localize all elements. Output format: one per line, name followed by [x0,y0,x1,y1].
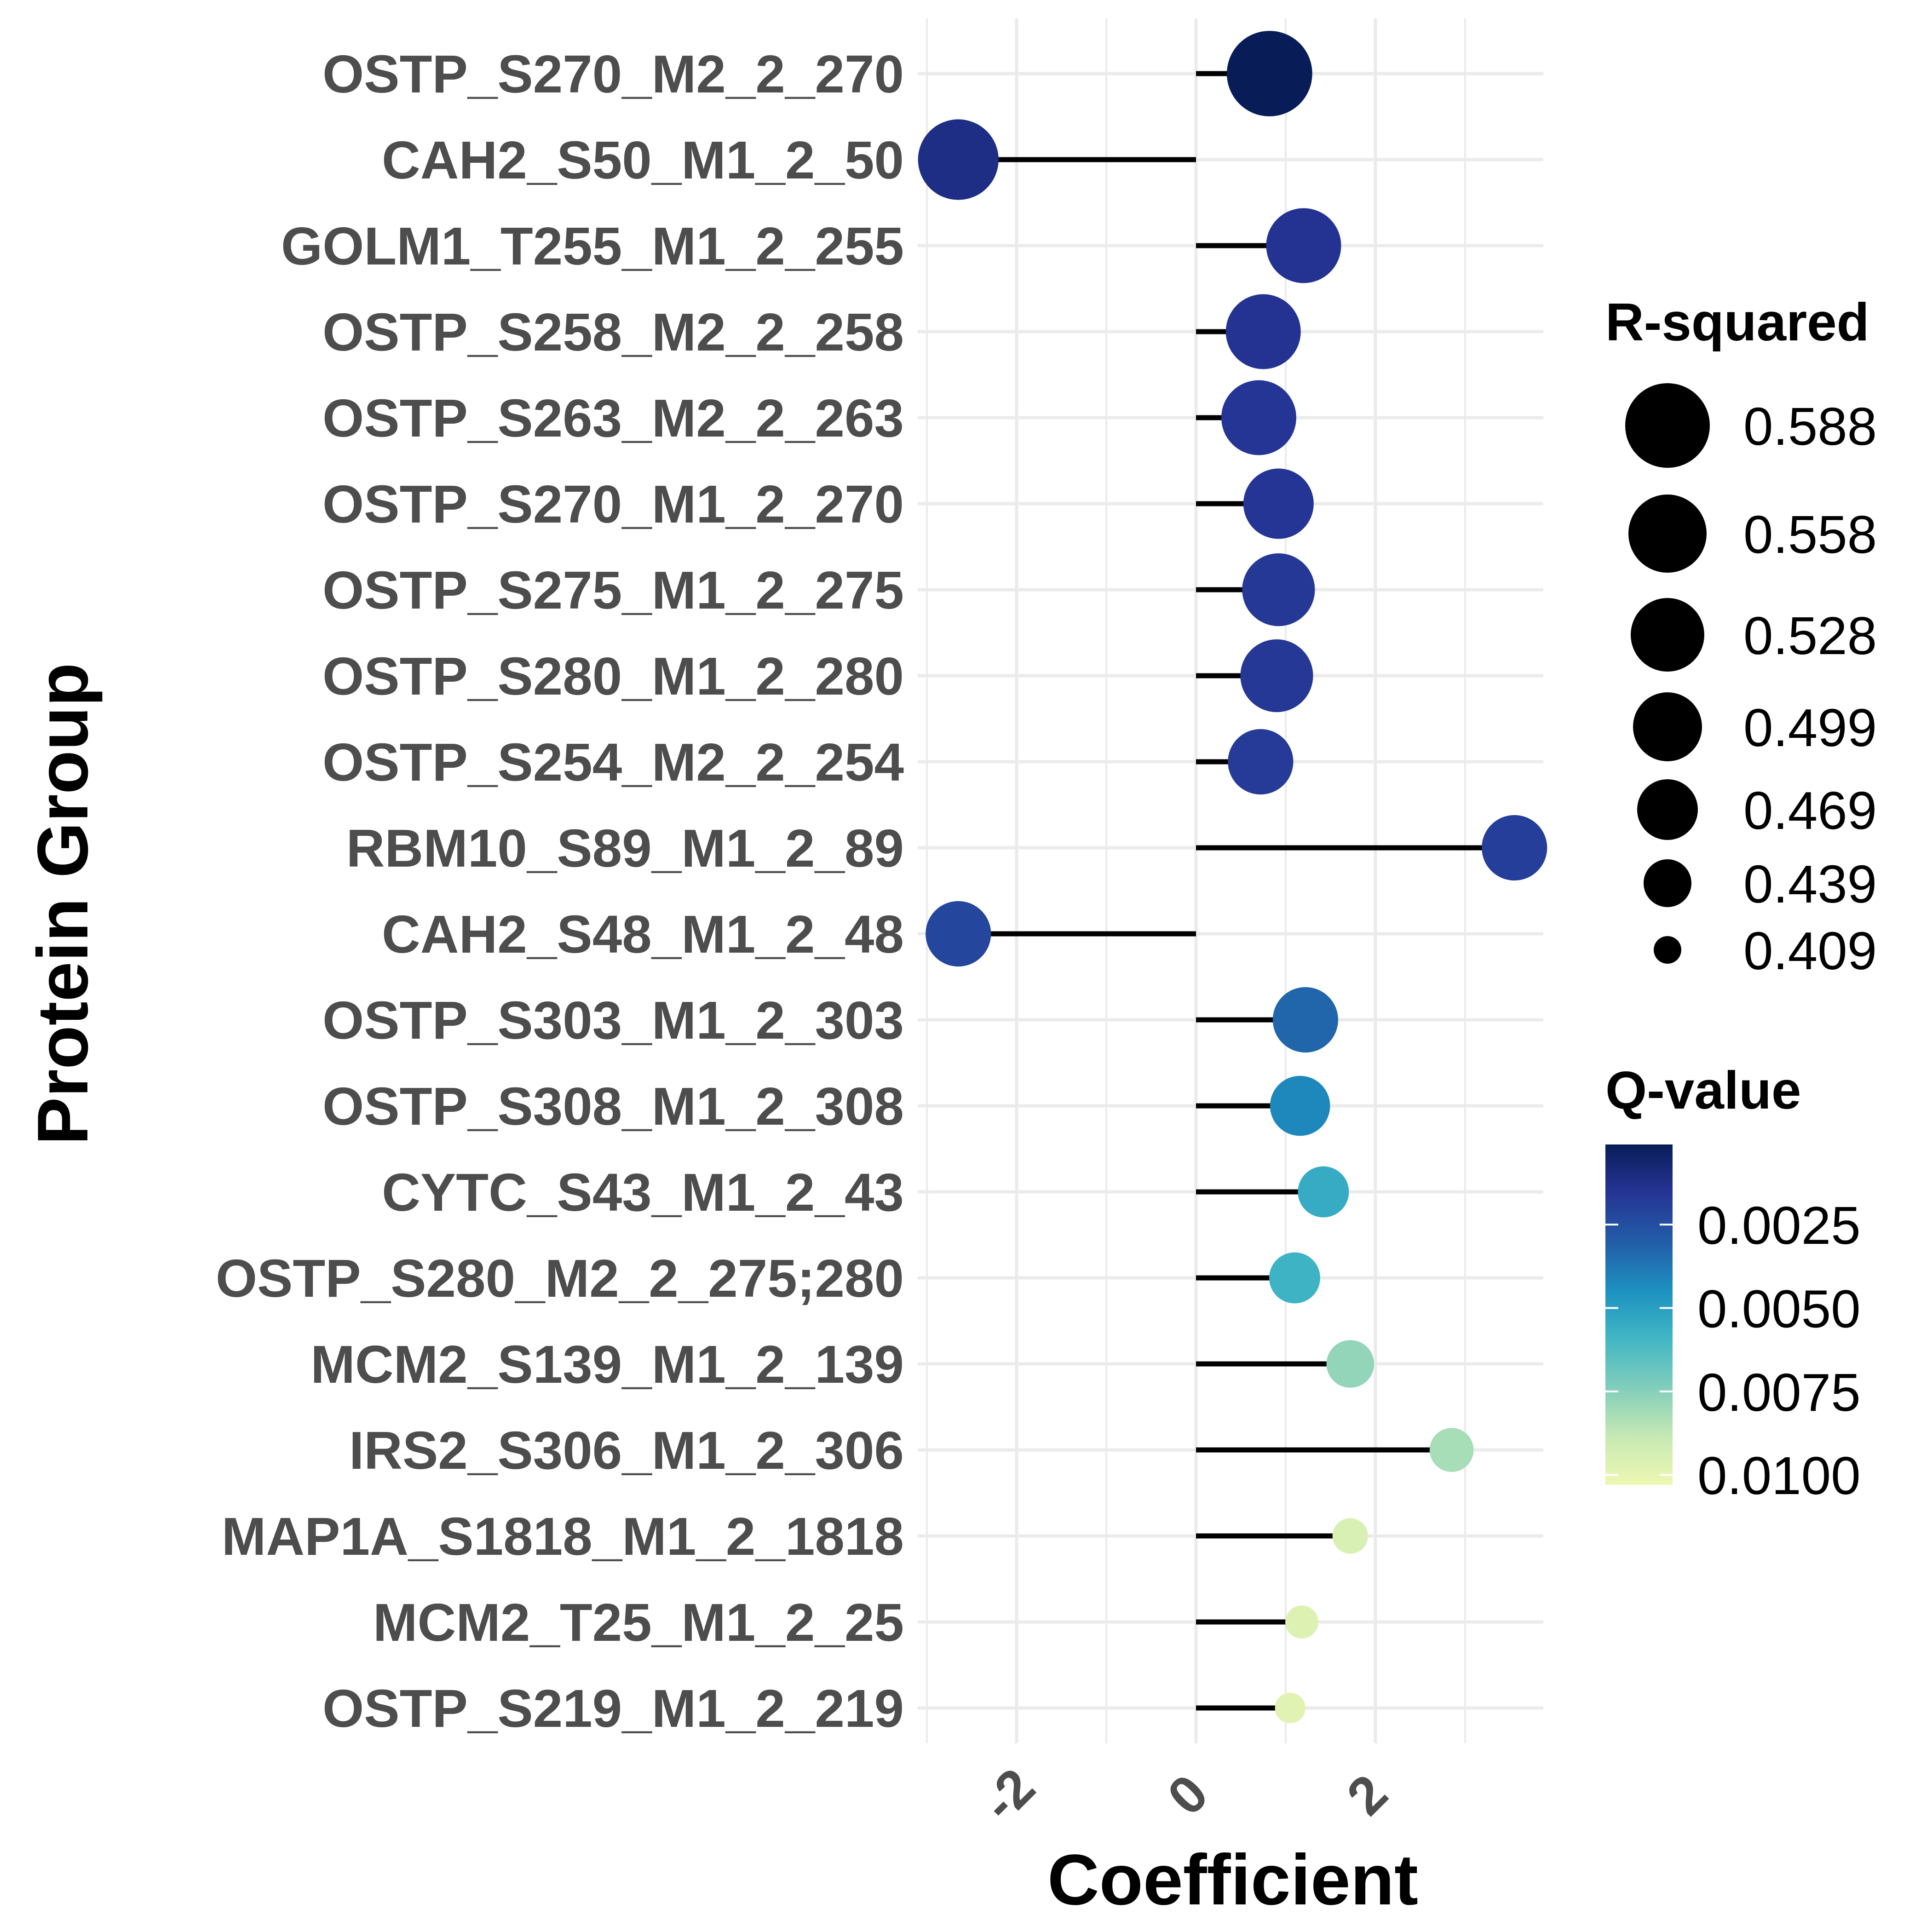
legend-size-label: 0.499 [1743,698,1877,758]
y-tick-label: CAH2_S48_M1_2_48 [382,904,904,964]
q-value-colorbar [1605,1144,1673,1485]
legend-r-squared: R-squared 0.588 0.558 0.528 0.499 0.469 0.439… [1605,292,1877,981]
legend-size-key [1628,494,1707,573]
lollipop-point [1275,1692,1305,1724]
x-axis-title: Coefficient [1047,1840,1418,1920]
legend-size-key [1637,779,1698,840]
y-tick-label: MCM2_S139_M1_2_139 [310,1334,904,1394]
x-tick-label: 0 [1156,1763,1219,1827]
lollipop-point [1270,1075,1330,1136]
lollipop-point [1298,1166,1349,1218]
y-axis-title: Protein Group [23,663,103,1145]
y-tick-label: OSTP_S308_M1_2_308 [322,1076,904,1136]
y-tick-label: IRS2_S306_M1_2_306 [349,1420,904,1480]
colorbar-label: 0.0075 [1697,1363,1861,1422]
y-tick-label: OSTP_S275_M1_2_275 [322,560,904,620]
legend-size-key [1654,936,1681,964]
lollipop-point [1225,294,1301,369]
lollipop-point [1240,639,1313,713]
y-tick-label: MCM2_T25_M1_2_25 [373,1593,904,1652]
lollipop-point [926,901,991,967]
y-tick-label: OSTP_S280_M1_2_280 [322,646,904,706]
colorbar-label: 0.0025 [1697,1196,1861,1255]
y-tick-label: OSTP_S270_M1_2_270 [322,474,904,534]
lollipop-point [1429,1428,1474,1472]
colorbar-label: 0.0050 [1697,1279,1861,1339]
legend-size-key [1625,383,1710,468]
y-tick-label: OSTP_S258_M2_2_258 [322,302,904,362]
x-tick-label: -2 [970,1757,1046,1833]
lollipop-point [1332,1518,1368,1554]
y-tick-labels: OSTP_S270_M2_2_270 CAH2_S50_M1_2_50 GOLM1_… [216,44,904,1738]
x-tick-labels: -2 0 2 [970,1757,1398,1833]
lollipop-point [1266,208,1341,283]
grid-lines [918,18,1543,1743]
lollipop-point [918,119,999,200]
legend-size-key [1644,859,1691,907]
legend-size-label: 0.409 [1743,921,1877,981]
y-tick-label: CAH2_S50_M1_2_50 [382,130,904,190]
legend-size-label: 0.528 [1743,606,1877,666]
legend-size-key [1633,692,1702,761]
legend-size-label: 0.439 [1743,854,1877,914]
lollipop-point [1221,380,1296,455]
y-tick-label: OSTP_S254_M2_2_254 [322,732,904,792]
y-tick-label: CYTC_S43_M1_2_43 [382,1162,904,1222]
legend-size-label: 0.588 [1743,397,1877,456]
lollipop-point [1227,31,1312,116]
lollipop-point [1269,1252,1320,1304]
lollipop-points [918,31,1547,1724]
lollipop-point [1482,815,1547,881]
legend-q-value: Q-value 0.0025 0.0050 0.0075 0.0100 [1605,1060,1861,1506]
y-tick-label: RBM10_S89_M1_2_89 [346,818,904,878]
y-tick-label: OSTP_S303_M1_2_303 [322,990,904,1050]
lollipop-point [1326,1340,1374,1388]
lollipop-point [1285,1605,1319,1639]
lollipop-point [1243,468,1314,539]
colorbar-label: 0.0100 [1697,1446,1861,1506]
legend-q-value-title: Q-value [1605,1060,1801,1120]
lollipop-point [1242,553,1315,627]
y-tick-label: OSTP_S263_M2_2_263 [322,388,904,448]
y-tick-label: GOLM1_T255_M1_2_255 [281,216,904,276]
lollipop-point [1272,987,1338,1053]
y-tick-label: OSTP_S280_M2_2_275;280 [216,1248,904,1308]
legend-r-squared-title: R-squared [1605,292,1869,352]
x-tick-label: 2 [1335,1763,1399,1827]
legend-size-label: 0.469 [1743,781,1877,840]
y-tick-label: OSTP_S270_M2_2_270 [322,44,904,104]
legend-size-key [1631,598,1704,672]
legend-size-label: 0.558 [1743,505,1877,564]
y-tick-label: MAP1A_S1818_M1_2_1818 [222,1506,904,1566]
y-tick-label: OSTP_S219_M1_2_219 [322,1679,904,1738]
lollipop-point [1228,729,1294,795]
